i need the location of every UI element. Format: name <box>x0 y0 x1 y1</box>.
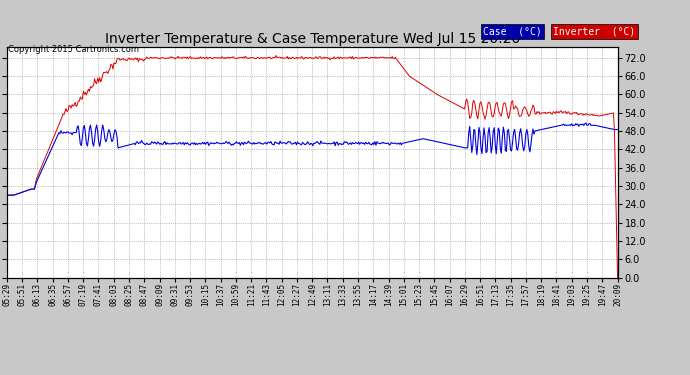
Title: Inverter Temperature & Case Temperature Wed Jul 15 20:20: Inverter Temperature & Case Temperature … <box>105 32 520 46</box>
Text: Copyright 2015 Cartronics.com: Copyright 2015 Cartronics.com <box>8 45 139 54</box>
Text: Case  (°C): Case (°C) <box>483 26 542 36</box>
Text: Inverter  (°C): Inverter (°C) <box>553 26 635 36</box>
